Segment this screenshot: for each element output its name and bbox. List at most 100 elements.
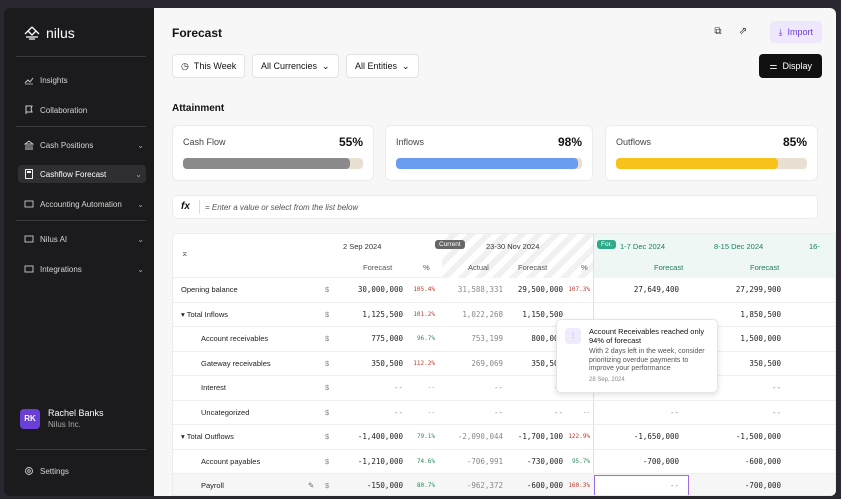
- table-cell[interactable]: -150,000: [366, 481, 403, 490]
- table-cell[interactable]: --: [493, 383, 503, 392]
- table-cell[interactable]: -962,372: [466, 481, 503, 490]
- table-row[interactable]: Account receivables $775,000 96.7% 753,199 8…: [173, 327, 835, 352]
- calculator-icon: [24, 169, 34, 179]
- table-cell[interactable]: --: [505, 376, 563, 400]
- table-cell[interactable]: 80.7%: [416, 482, 435, 489]
- sidebar-item-cash-positions[interactable]: Cash Positions ⌄: [24, 140, 148, 150]
- table-cell[interactable]: 29,500,000: [517, 285, 563, 294]
- table-cell[interactable]: 27,299,900: [735, 285, 781, 294]
- column-header: Forecast: [750, 263, 780, 272]
- table-cell[interactable]: 350,500: [371, 358, 403, 368]
- table-cell[interactable]: -2,090,044: [457, 432, 503, 441]
- table-cell[interactable]: 1,125,500: [362, 309, 403, 319]
- table-cell[interactable]: 800,000: [531, 334, 563, 343]
- table-cell[interactable]: 775,000: [371, 334, 403, 343]
- sidebar-item-insights[interactable]: Insights: [24, 75, 148, 85]
- table-cell[interactable]: --: [393, 383, 403, 392]
- table-row[interactable]: Payroll ✎ $ -150,000 80.7% -962,372 -600,000 16…: [173, 474, 835, 495]
- week-filter[interactable]: ◷ This Week: [172, 54, 246, 78]
- expand-caret-icon[interactable]: ▾: [181, 309, 187, 319]
- sidebar-item-nilus-ai[interactable]: Nilus AI ⌄: [24, 234, 148, 244]
- sidebar-item-cashflow-forecast[interactable]: Cashflow Forecast ⌄: [18, 165, 146, 183]
- table-cell[interactable]: -1,650,000: [633, 432, 679, 441]
- user-profile[interactable]: RK Rachel Banks Nilus Inc.: [20, 408, 104, 429]
- logo[interactable]: nilus: [24, 25, 75, 41]
- table-cell[interactable]: --: [771, 383, 781, 392]
- table-cell[interactable]: --: [582, 408, 590, 416]
- table-cell[interactable]: 122.9%: [568, 433, 590, 440]
- table-row[interactable]: Uncategorized $ -- -- -- -- -- -- --: [173, 401, 835, 425]
- sidebar-item-integrations[interactable]: Integrations ⌄: [24, 264, 148, 274]
- table-cell[interactable]: 1,022,268: [462, 309, 503, 319]
- table-cell[interactable]: --: [771, 407, 781, 417]
- table-cell[interactable]: -700,000: [744, 481, 781, 490]
- table-cell[interactable]: --: [427, 408, 435, 416]
- display-button[interactable]: ⚌ Display: [759, 54, 822, 78]
- sidebar-item-collaboration[interactable]: Collaboration: [24, 105, 148, 115]
- table-row[interactable]: Account payables $ -1,210,000 74.6% -706,991…: [173, 450, 835, 474]
- table-row[interactable]: Gateway receivables $350,500 112.2% 269,069…: [173, 352, 835, 376]
- formula-bar[interactable]: fx = Enter a value or select from the li…: [172, 195, 818, 219]
- current-period-header: [442, 234, 593, 278]
- table-cell[interactable]: --: [493, 407, 503, 417]
- table-cell[interactable]: 101.2%: [413, 310, 435, 318]
- table-cell[interactable]: 753,199: [471, 334, 503, 343]
- table-cell[interactable]: -1,700,100: [517, 432, 563, 441]
- table-cell[interactable]: --: [669, 481, 679, 490]
- attainment-card-outflows[interactable]: Outflows 85%: [605, 125, 818, 181]
- table-cell[interactable]: 31,588,331: [457, 285, 503, 294]
- table-cell[interactable]: 96.7%: [416, 335, 435, 342]
- selected-cell-outline[interactable]: [594, 475, 689, 495]
- table-cell[interactable]: 1,150,500: [522, 309, 563, 319]
- attainment-card-cash-flow[interactable]: Cash Flow 55%: [172, 125, 374, 181]
- currency-filter[interactable]: All Currencies ⌄: [252, 54, 339, 78]
- sidebar-item-settings[interactable]: Settings: [24, 466, 148, 476]
- row-label: Payroll: [201, 481, 224, 490]
- table-cell[interactable]: --: [669, 407, 679, 417]
- table-cell[interactable]: --: [553, 407, 563, 417]
- table-cell[interactable]: -600,000: [744, 456, 781, 466]
- table-cell[interactable]: -730,000: [526, 456, 563, 466]
- table-cell[interactable]: 160.3%: [568, 482, 590, 489]
- table-cell[interactable]: -706,991: [466, 456, 503, 466]
- edit-icon[interactable]: ✎: [308, 481, 315, 490]
- table-cell[interactable]: 74.6%: [416, 457, 435, 465]
- attainment-card-inflows[interactable]: Inflows 98%: [385, 125, 593, 181]
- share-button[interactable]: ⇗: [734, 22, 752, 40]
- table-cell[interactable]: 107.3%: [568, 286, 590, 293]
- import-button[interactable]: ⤓ Import: [769, 21, 822, 43]
- table-cell[interactable]: -1,210,000: [357, 456, 403, 466]
- duplicate-button[interactable]: ⧉: [709, 22, 727, 40]
- table-cell[interactable]: 269,069: [471, 358, 503, 368]
- table-cell[interactable]: 79.1%: [416, 433, 435, 440]
- table-cell[interactable]: -600,000: [526, 481, 563, 490]
- table-cell[interactable]: 1,850,500: [740, 309, 781, 319]
- table-cell[interactable]: -700,000: [642, 456, 679, 466]
- expand-caret-icon[interactable]: ▾: [181, 432, 187, 441]
- user-org: Nilus Inc.: [48, 420, 81, 429]
- current-badge: Current: [435, 240, 465, 249]
- table-cell[interactable]: -1,400,000: [357, 432, 403, 441]
- table-cell[interactable]: 350,500: [749, 358, 781, 368]
- sidebar-item-accounting-automation[interactable]: Accounting Automation ⌄: [24, 199, 148, 209]
- table-row[interactable]: Interest$----------5,000--: [173, 376, 835, 401]
- entities-filter[interactable]: All Entities ⌄: [346, 54, 419, 78]
- table-cell[interactable]: 1,500,000: [740, 334, 781, 343]
- table-cell[interactable]: --: [393, 407, 403, 417]
- table-cell[interactable]: --: [427, 384, 435, 391]
- table-row[interactable]: ▾ Total Inflows $1,125,500 101.2% 1,022,268…: [173, 303, 835, 327]
- table-cell[interactable]: 350,500: [531, 358, 563, 368]
- table-cell[interactable]: -1,500,000: [735, 432, 781, 441]
- table-row[interactable]: ▾ Total Outflows $ -1,400,000 79.1% -2,090,0…: [173, 425, 835, 450]
- table-cell[interactable]: 95.7%: [571, 457, 590, 465]
- table-cell[interactable]: 105.4%: [413, 286, 435, 293]
- insight-tooltip[interactable]: ⫶ Account Receivables reached only 94% o…: [556, 319, 718, 393]
- share-icon: ⇗: [738, 25, 748, 37]
- table-row[interactable]: Opening balance $30,000,000 105.4% 31,588,3…: [173, 278, 835, 303]
- forecast-badge: For.: [597, 240, 617, 249]
- table-cell[interactable]: 30,000,000: [357, 285, 403, 294]
- formula-input[interactable]: = Enter a value or select from the list …: [205, 203, 359, 212]
- collapse-all-icon[interactable]: ⌅: [181, 248, 189, 258]
- table-cell[interactable]: 27,649,400: [633, 285, 679, 294]
- table-cell[interactable]: 112.2%: [413, 359, 435, 367]
